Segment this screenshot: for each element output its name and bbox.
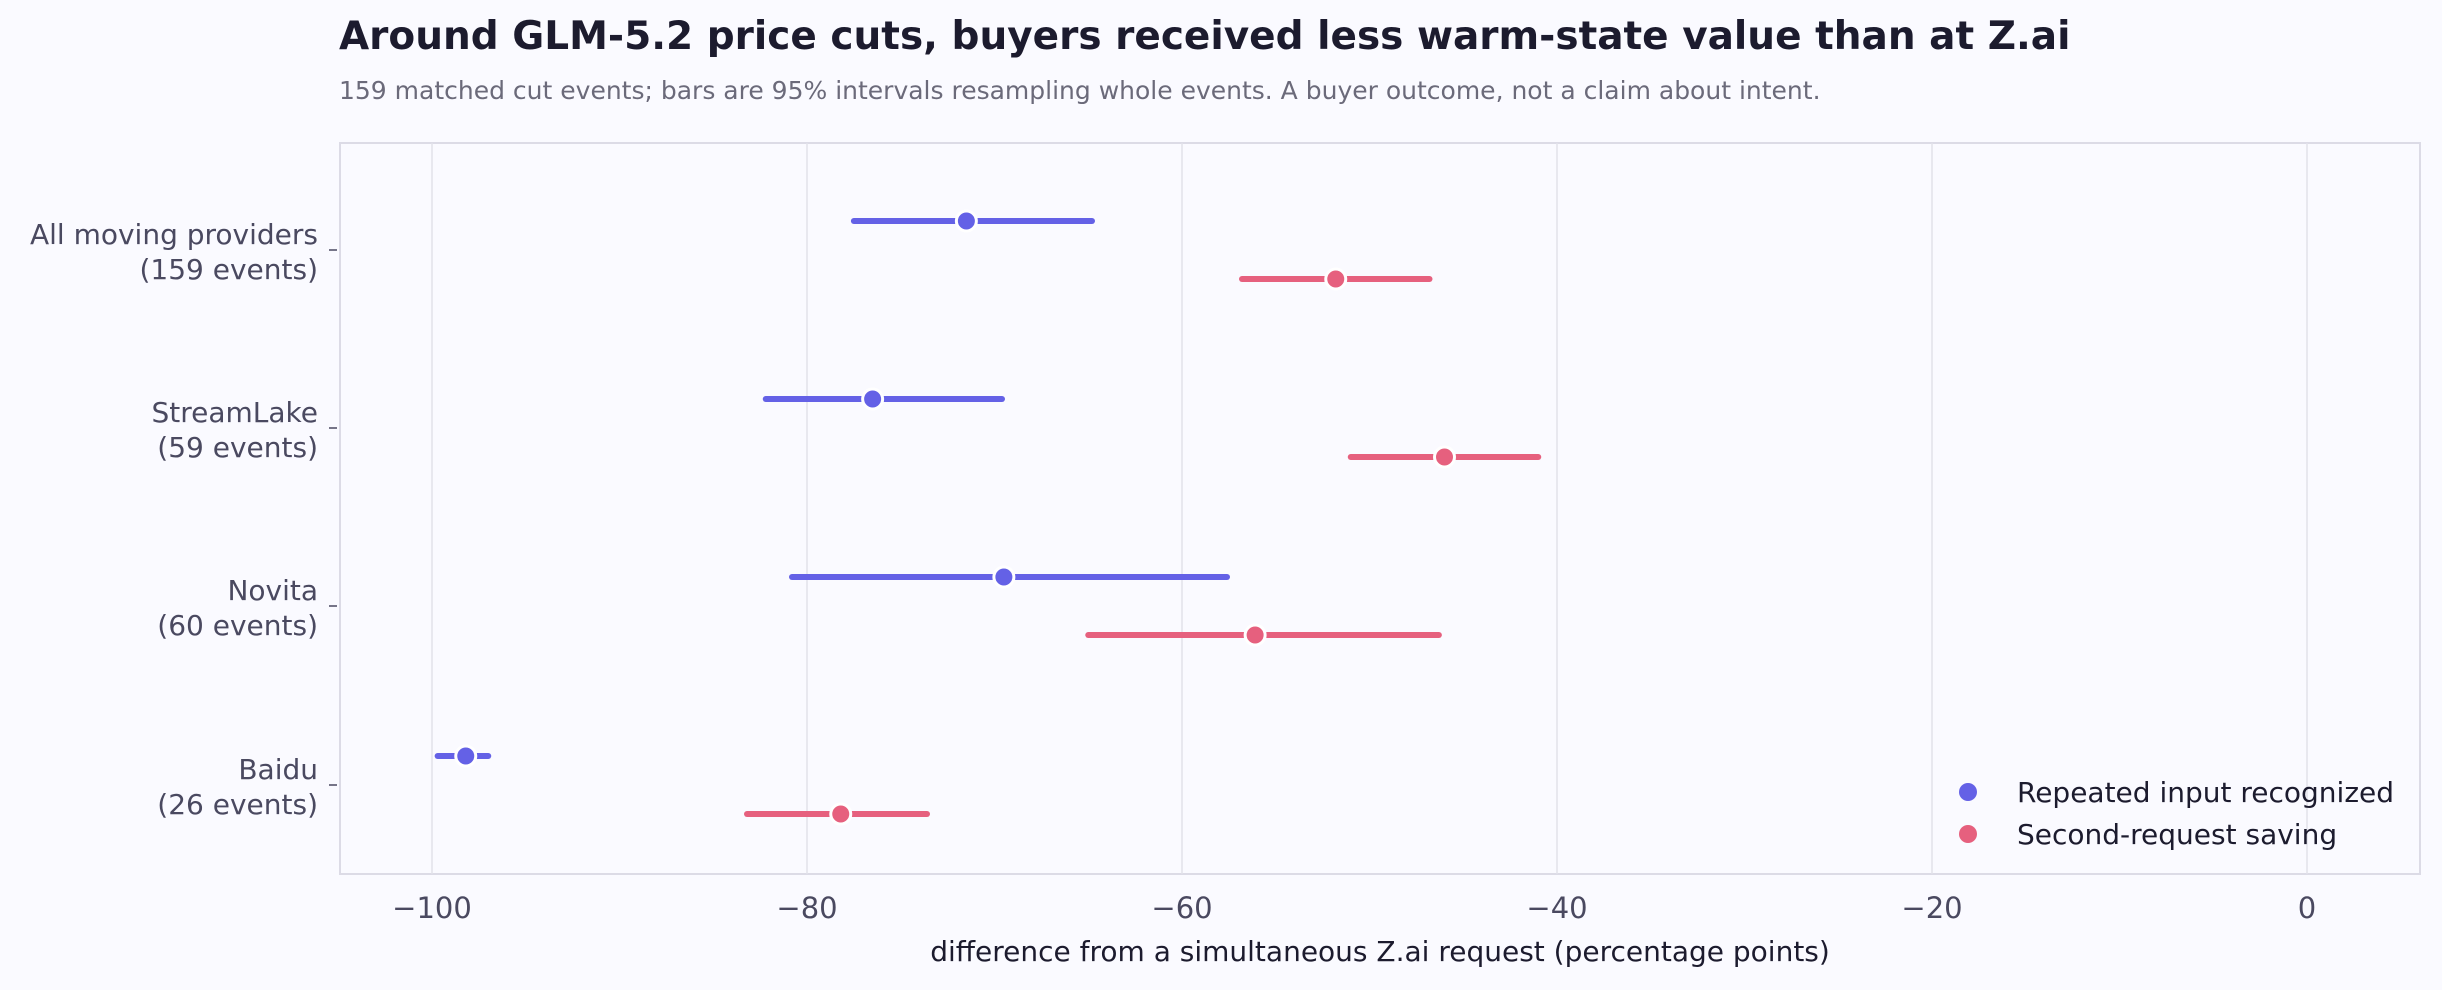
chart-title: Around GLM-5.2 price cuts, buyers receiv… (339, 14, 2071, 59)
x-tick-label: −100 (392, 891, 472, 925)
legend-label: Repeated input recognized (2017, 776, 2394, 809)
legend-marker (1959, 825, 1977, 843)
data-point (992, 565, 1016, 589)
chart-subtitle: 159 matched cut events; bars are 95% int… (339, 76, 1821, 105)
category-label: All moving providers (30, 218, 318, 251)
x-tick-label: −40 (1526, 891, 1587, 925)
data-point (861, 387, 885, 411)
data-point (1324, 267, 1348, 291)
x-axis-label: difference from a simultaneous Z.ai requ… (930, 935, 1830, 968)
category-label: Novita (227, 574, 318, 607)
category-count-label: (59 events) (157, 431, 318, 464)
category-count-label: (26 events) (157, 788, 318, 821)
x-axis-ticks: −100 −80 −60 −40 −20 0 (392, 891, 2316, 925)
category-count-label: (60 events) (157, 609, 318, 642)
y-axis-categories: All moving providers(159 events) StreamLa… (30, 218, 337, 821)
plot-background (339, 142, 2421, 875)
data-point (1433, 445, 1456, 469)
category-label: Baidu (238, 753, 318, 786)
data-point (1243, 623, 1267, 647)
data-point (454, 744, 478, 768)
category-count-label: (159 events) (139, 253, 318, 286)
legend-marker (1959, 783, 1977, 801)
x-tick-label: 0 (2298, 891, 2316, 925)
grid-lines (431, 143, 2308, 874)
category-label: StreamLake (151, 396, 318, 429)
data-point (829, 802, 853, 826)
legend-label: Second-request saving (2017, 818, 2337, 851)
data-point (954, 209, 978, 233)
x-tick-label: −80 (776, 891, 837, 925)
data-marks (434, 209, 1542, 826)
legend: Repeated input recognized Second-request … (1959, 776, 2394, 851)
x-tick-label: −60 (1151, 891, 1212, 925)
x-tick-label: −20 (1901, 891, 1962, 925)
